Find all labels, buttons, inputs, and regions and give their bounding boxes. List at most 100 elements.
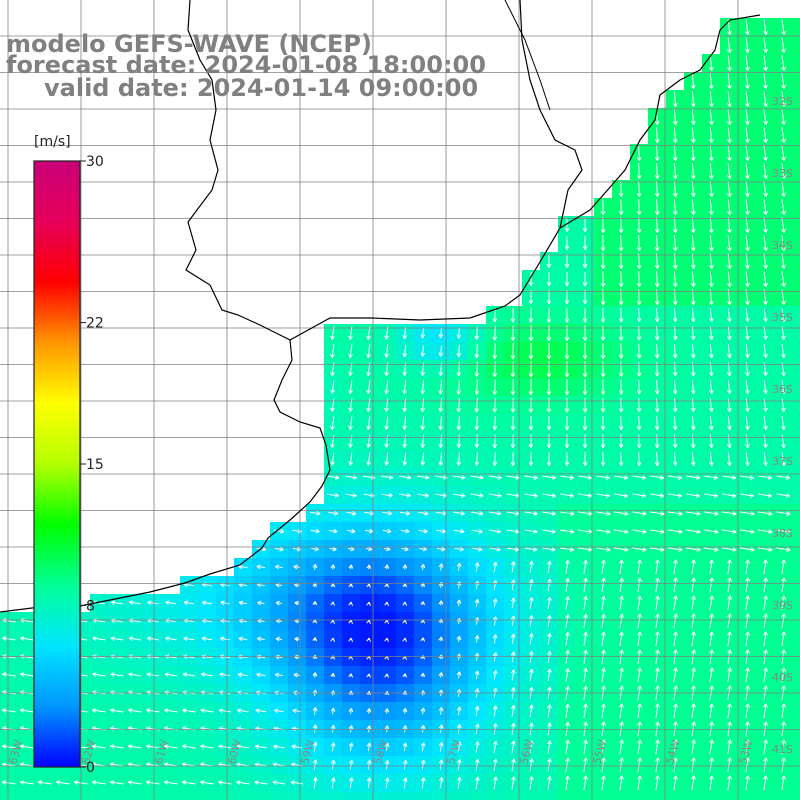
- wind-arrow: [655, 775, 660, 791]
- wind-arrow: [727, 577, 732, 593]
- coastline: [0, 0, 331, 613]
- wind-speed-cell: [54, 792, 73, 800]
- wind-arrow: [654, 181, 660, 198]
- colorbar: 30 22 15 8 0: [33, 154, 104, 776]
- wind-arrow: [704, 493, 719, 498]
- wind-arrow: [456, 706, 462, 716]
- wind-arrow: [740, 493, 755, 498]
- wind-arrow: [582, 379, 588, 395]
- wind-arrow: [542, 547, 556, 552]
- wind-arrow: [492, 705, 498, 717]
- wind-arrow: [636, 398, 642, 413]
- wind-arrow: [745, 37, 750, 53]
- wind-arrow: [673, 559, 678, 575]
- wind-arrow: [673, 631, 678, 647]
- wind-arrow: [709, 127, 714, 144]
- wind-arrow: [129, 600, 141, 605]
- wind-arrow: [619, 595, 624, 611]
- wind-arrow: [745, 326, 750, 341]
- wind-arrow: [309, 510, 321, 516]
- wind-arrows: [1, 19, 791, 791]
- wind-speed-cell: [198, 792, 217, 800]
- wind-arrow: [763, 19, 768, 35]
- wind-arrow: [438, 672, 444, 678]
- wind-arrow: [727, 37, 732, 54]
- wind-arrow: [474, 723, 480, 735]
- wind-speed-cell: [558, 792, 577, 800]
- wind-arrow: [128, 708, 142, 713]
- wind-arrow: [637, 595, 642, 611]
- wind-arrow: [745, 253, 750, 269]
- wind-arrow: [420, 345, 426, 357]
- wind-arrow: [672, 271, 678, 288]
- wind-arrow: [236, 744, 250, 749]
- wind-arrow: [631, 529, 647, 534]
- wind-arrow: [709, 559, 714, 575]
- wind-arrow: [256, 564, 266, 570]
- wind-arrow: [727, 721, 732, 737]
- wind-arrow: [709, 253, 714, 270]
- wind-arrow: [311, 546, 319, 552]
- wind-arrow: [614, 475, 629, 480]
- wind-arrow: [511, 704, 516, 717]
- wind-speed-cell: [792, 378, 800, 397]
- wind-arrow: [55, 780, 70, 785]
- wind-arrow: [745, 163, 750, 179]
- wind-speed-cell: [486, 792, 505, 800]
- wind-arrow: [382, 510, 393, 516]
- wind-arrow: [529, 560, 534, 573]
- wind-arrow: [546, 342, 552, 360]
- wind-arrow: [542, 493, 556, 498]
- wind-arrow: [637, 757, 642, 773]
- wind-speed-cell: [468, 792, 487, 800]
- wind-arrow: [92, 672, 106, 677]
- wind-arrow: [165, 600, 177, 606]
- wind-arrow: [781, 271, 786, 287]
- wind-arrow: [384, 742, 390, 752]
- wind-speed-cell: [720, 792, 739, 800]
- wind-arrow: [709, 757, 714, 773]
- wind-speed-cell: [792, 162, 800, 181]
- wind-arrow: [492, 379, 498, 395]
- wind-arrow: [547, 722, 552, 736]
- wind-arrow: [564, 397, 570, 413]
- wind-arrow: [294, 600, 300, 606]
- wind-arrow: [672, 235, 678, 252]
- wind-arrow: [614, 493, 628, 498]
- latitude-label: 32S: [772, 95, 793, 108]
- wind-arrow: [745, 775, 750, 791]
- wind-arrow: [384, 760, 390, 770]
- wind-arrow: [722, 475, 737, 480]
- wind-arrow: [547, 632, 552, 645]
- wind-speed-cell: [774, 792, 793, 800]
- wind-arrow: [366, 777, 372, 789]
- wind-speed-cell: [216, 792, 235, 800]
- wind-speed-cell: [108, 792, 127, 800]
- wind-arrow: [619, 703, 624, 719]
- wind-arrow: [727, 271, 732, 288]
- wind-arrow: [542, 529, 556, 534]
- wind-arrow: [456, 635, 462, 642]
- longitude-label: 54W: [663, 738, 682, 766]
- wind-arrow: [511, 740, 516, 754]
- wind-arrow: [474, 397, 480, 413]
- wind-arrow: [528, 379, 534, 396]
- wind-arrow: [704, 475, 719, 480]
- wind-arrow: [600, 397, 606, 413]
- wind-arrow: [601, 595, 606, 611]
- wind-arrow: [348, 583, 354, 588]
- wind-arrow: [582, 343, 588, 360]
- latitude-label: 39S: [772, 599, 793, 612]
- wind-arrow: [618, 199, 624, 216]
- wind-arrow: [384, 416, 389, 430]
- wind-arrow: [366, 725, 372, 733]
- wind-arrow: [146, 636, 159, 641]
- wind-arrow: [781, 452, 786, 467]
- wind-speed-cell: [792, 198, 800, 217]
- wind-arrow: [456, 741, 462, 753]
- wind-arrow: [672, 163, 678, 180]
- wind-arrow: [668, 493, 683, 498]
- wind-arrow: [294, 636, 300, 642]
- wind-arrow: [402, 601, 407, 606]
